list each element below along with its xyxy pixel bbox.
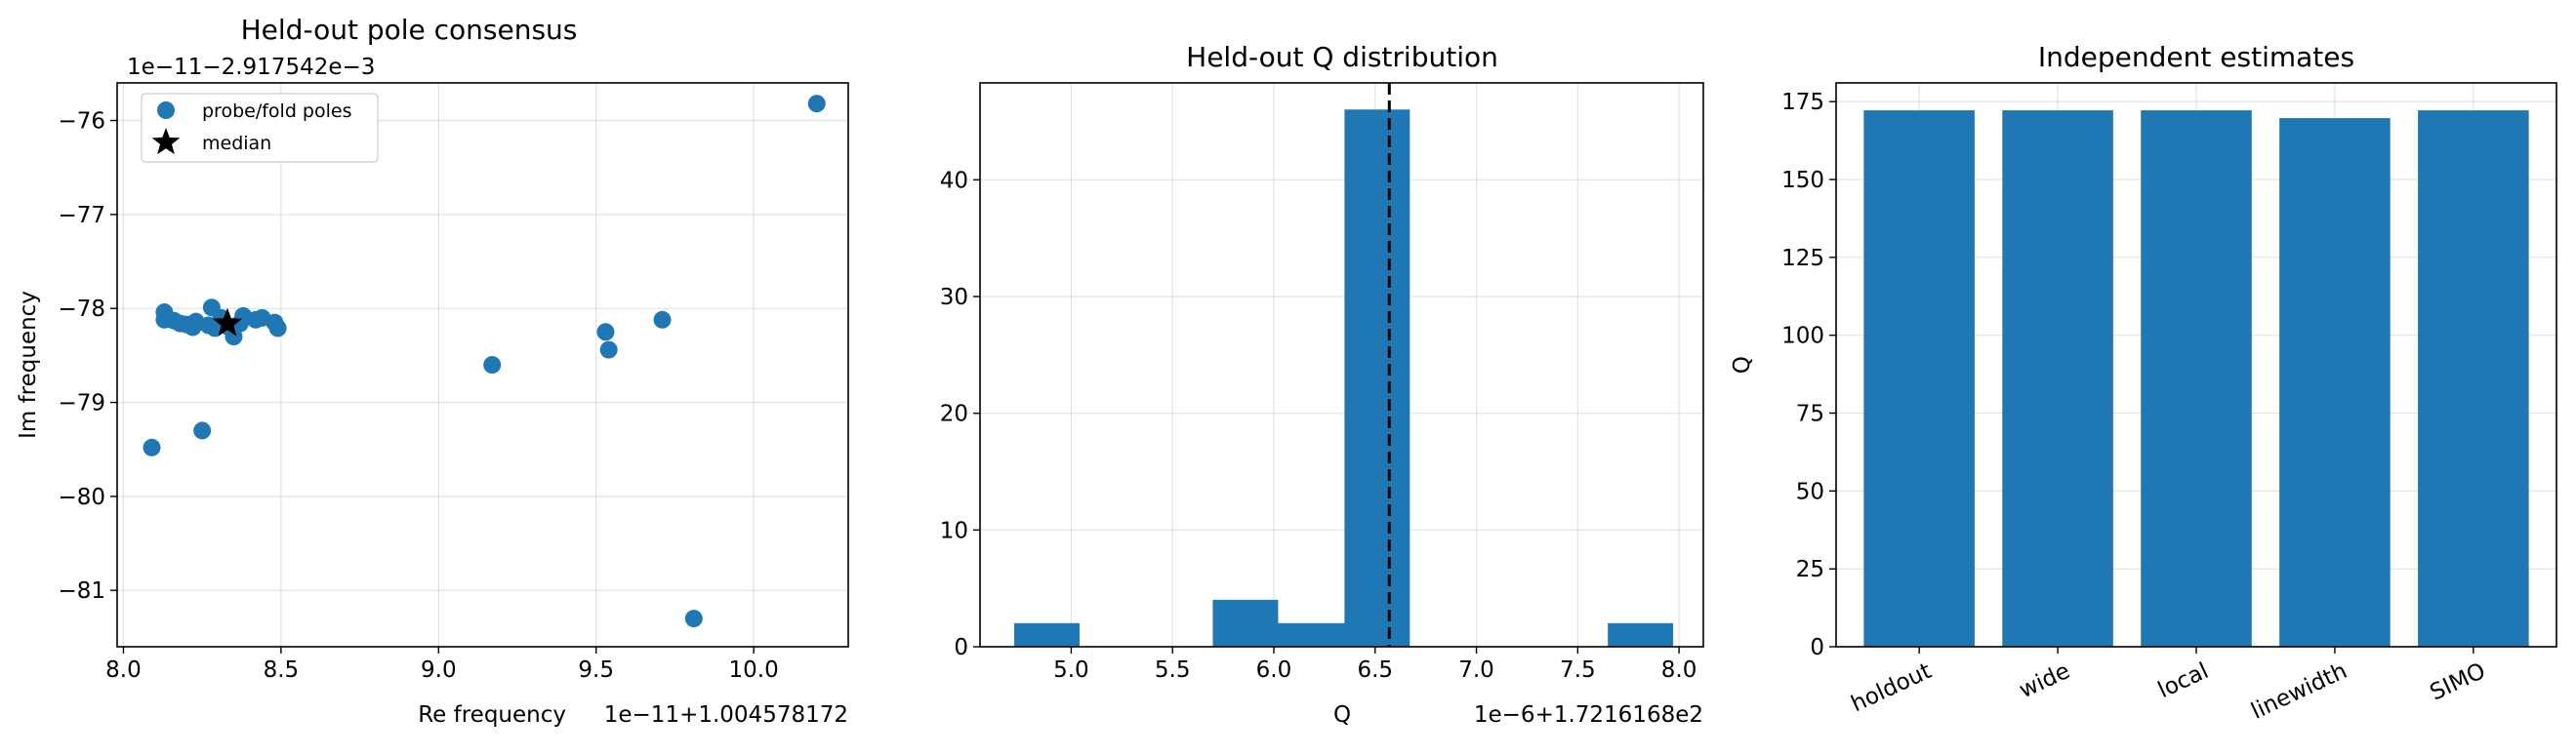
hist-bar — [1014, 622, 1080, 648]
pole-point — [596, 323, 615, 341]
hist-bar — [1277, 622, 1345, 648]
legend-label-median: median — [202, 133, 271, 154]
y-tick-label: 10 — [940, 518, 968, 543]
legend-label-poles: probe/fold poles — [202, 100, 351, 122]
pole-point — [143, 438, 161, 457]
q-hist-grid — [980, 83, 1703, 648]
y-tick-label: 0 — [1810, 635, 1824, 660]
x-tick-label: 8.0 — [1661, 657, 1697, 683]
y-tick-label: −81 — [58, 578, 105, 604]
pole-y-ticks: −81 −80 −79 −78 −77 −76 — [58, 109, 117, 604]
independent-estimates-panel: holdout wide local linewidth SIMO 0 25 50 75 100… — [1730, 41, 2557, 725]
legend-box — [141, 93, 379, 163]
x-tick-label: holdout — [1848, 658, 1936, 717]
y-tick-label: 125 — [1781, 246, 1824, 271]
x-tick-label: 8.0 — [105, 657, 142, 683]
estimate-bar — [1863, 110, 1975, 647]
q-hist-x-ticks: 5.0 5.5 6.0 6.5 7.0 7.5 8.0 — [1053, 647, 1697, 683]
x-tick-label: 6.0 — [1256, 657, 1292, 683]
estimate-bar — [2418, 110, 2529, 647]
q-hist-plot-frame — [979, 82, 1704, 648]
q-hist-y-ticks: 0 10 20 30 40 — [940, 168, 980, 660]
estimates-x-ticks: holdout wide local linewidth SIMO — [1848, 647, 2490, 725]
q-distribution-panel: 5.0 5.5 6.0 6.5 7.0 7.5 8.0 0 10 20 30 40 Held-out… — [940, 41, 1704, 728]
pole-point — [684, 610, 703, 628]
legend-star-marker — [151, 128, 181, 155]
estimates-bars — [1863, 110, 2529, 647]
y-tick-label: 50 — [1796, 479, 1824, 504]
y-tick-label: 30 — [940, 285, 968, 310]
x-tick-label: 9.5 — [578, 657, 614, 683]
y-tick-label: −79 — [58, 391, 105, 417]
pole-consensus-panel: 8.0 8.5 9.0 9.5 10.0 −81 −80 −79 −78 −77 −76 Held… — [16, 14, 849, 728]
hist-bar — [1212, 599, 1279, 648]
y-tick-label: 20 — [940, 402, 968, 427]
pole-points — [143, 95, 826, 628]
y-tick-label: 175 — [1781, 90, 1824, 115]
estimate-bar — [2279, 118, 2391, 647]
pole-y-axis-label: Im frequency — [16, 291, 41, 439]
hist-bar — [1608, 622, 1674, 648]
pole-point — [225, 328, 243, 346]
pole-point — [653, 310, 672, 329]
pole-point — [599, 340, 618, 359]
x-tick-label: 5.0 — [1053, 657, 1089, 683]
pole-y-offset-text: 1e−11−2.917542e−3 — [127, 55, 375, 80]
x-tick-label: 8.5 — [264, 657, 300, 683]
y-tick-label: 0 — [954, 635, 968, 660]
pole-point — [193, 421, 212, 440]
x-tick-label: 5.5 — [1155, 657, 1191, 683]
y-tick-label: −77 — [58, 203, 105, 228]
x-tick-label: local — [2154, 658, 2213, 703]
x-tick-label: 7.0 — [1458, 657, 1494, 683]
pole-point — [268, 319, 287, 338]
x-tick-label: linewidth — [2247, 658, 2351, 725]
x-tick-label: 10.0 — [729, 657, 779, 683]
pole-plot-frame — [116, 82, 849, 648]
x-tick-label: 9.0 — [421, 657, 457, 683]
pole-x-ticks: 8.0 8.5 9.0 9.5 10.0 — [105, 647, 779, 683]
estimate-bar — [2141, 110, 2252, 647]
x-tick-label: wide — [2016, 658, 2074, 703]
pole-point — [807, 95, 826, 113]
pole-x-offset-text: 1e−11+1.004578172 — [604, 702, 848, 728]
x-tick-label: 7.5 — [1560, 657, 1596, 683]
q-hist-bars — [1014, 109, 1674, 648]
median-star — [212, 307, 243, 337]
y-tick-label: 25 — [1796, 557, 1824, 582]
y-tick-label: −80 — [58, 485, 105, 510]
estimates-title: Independent estimates — [2038, 41, 2354, 73]
x-tick-label: SIMO — [2427, 658, 2490, 706]
x-tick-label: 6.5 — [1357, 657, 1393, 683]
estimates-y-ticks: 0 25 50 75 100 125 150 175 — [1781, 90, 1836, 660]
q-hist-x-axis-label: Q — [1333, 702, 1351, 728]
hist-bar — [1344, 109, 1411, 648]
y-tick-label: 75 — [1796, 401, 1824, 426]
y-tick-label: 40 — [940, 168, 968, 193]
pole-grid — [117, 83, 848, 647]
y-tick-label: 150 — [1781, 168, 1824, 193]
estimates-y-axis-label: Q — [1730, 356, 1755, 374]
estimate-bar — [2002, 110, 2113, 647]
y-tick-label: −76 — [58, 109, 105, 135]
y-tick-label: −78 — [58, 297, 105, 322]
pole-x-axis-label: Re frequency — [418, 702, 566, 728]
y-tick-label: 100 — [1781, 324, 1824, 349]
pole-point — [483, 356, 502, 374]
legend-circle-marker — [157, 101, 175, 119]
pole-legend: probe/fold poles median — [141, 93, 379, 163]
q-hist-x-offset-text: 1e−6+1.7216168e2 — [1474, 702, 1703, 728]
pole-chart-title: Held-out pole consensus — [241, 14, 578, 46]
q-hist-title: Held-out Q distribution — [1186, 41, 1498, 73]
